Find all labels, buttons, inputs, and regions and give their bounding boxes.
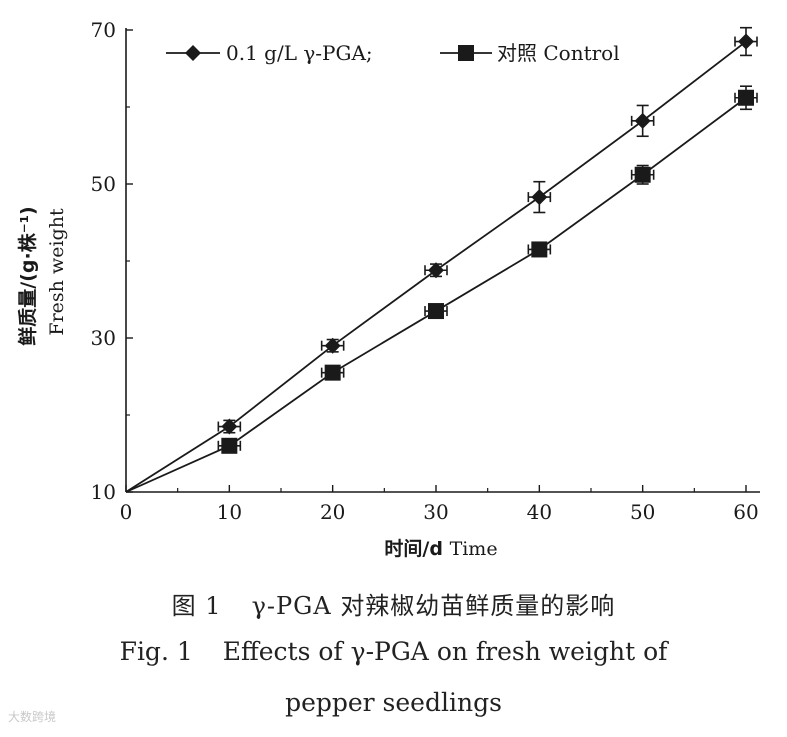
- x-axis-label-en: Time: [450, 538, 498, 560]
- legend-marker-control: [458, 45, 474, 61]
- x-tick-label: 20: [320, 500, 345, 524]
- data-point: [428, 303, 444, 320]
- caption-cn: 图 1 γ-PGA 对辣椒幼苗鲜质量的影响: [0, 586, 787, 621]
- y-tick-label: 70: [91, 18, 116, 42]
- y-tick-label: 10: [91, 480, 116, 504]
- data-point: [531, 241, 548, 258]
- caption-en-text2: pepper seedlings: [285, 688, 502, 717]
- caption-en-label: Fig. 1: [119, 637, 193, 666]
- y-tick-label: 50: [91, 172, 116, 196]
- data-point: [531, 189, 548, 206]
- data-point: [738, 33, 754, 50]
- x-tick-label: 40: [527, 500, 552, 524]
- caption-cn-label: 图 1: [171, 592, 222, 620]
- watermark: 大数跨境: [8, 710, 57, 724]
- x-axis-label-cn: 时间/d: [384, 538, 449, 560]
- series-control: [125, 85, 758, 493]
- data-point: [324, 364, 341, 381]
- caption-cn-text: γ-PGA 对辣椒幼苗鲜质量的影响: [251, 592, 616, 620]
- caption-en-text: Effects of γ-PGA on fresh weight of: [222, 637, 668, 666]
- legend-label-control: 对照 Control: [497, 41, 620, 65]
- legend: 0.1 g/L γ-PGA; 对照 Control: [166, 41, 620, 65]
- x-axis-label: 时间/d Time: [384, 538, 497, 560]
- y-tick-label: 30: [91, 326, 116, 350]
- series-pga: [125, 26, 758, 493]
- caption-en-line2: pepper seedlings: [0, 688, 787, 717]
- data-point: [324, 337, 341, 354]
- x-tick-label: 10: [217, 500, 242, 524]
- legend-label-pga: 0.1 g/L γ-PGA;: [226, 41, 373, 65]
- data-point: [634, 166, 651, 183]
- x-tick-label: 50: [630, 500, 655, 524]
- data-point: [634, 112, 651, 129]
- data-point: [428, 262, 444, 279]
- legend-marker-pga: [185, 45, 201, 61]
- x-tick-label: 60: [733, 500, 758, 524]
- y-axis-label-cn: 鲜质量/(g·株⁻¹): [16, 206, 39, 345]
- data-point: [738, 89, 754, 106]
- y-axis-label-en: Fresh weight: [46, 208, 68, 336]
- data-point: [221, 418, 238, 435]
- data-point: [221, 437, 238, 454]
- x-tick-label: 30: [423, 500, 448, 524]
- caption-en: Fig. 1 Effects of γ-PGA on fresh weight o…: [0, 637, 787, 666]
- x-tick-label: 0: [120, 500, 133, 524]
